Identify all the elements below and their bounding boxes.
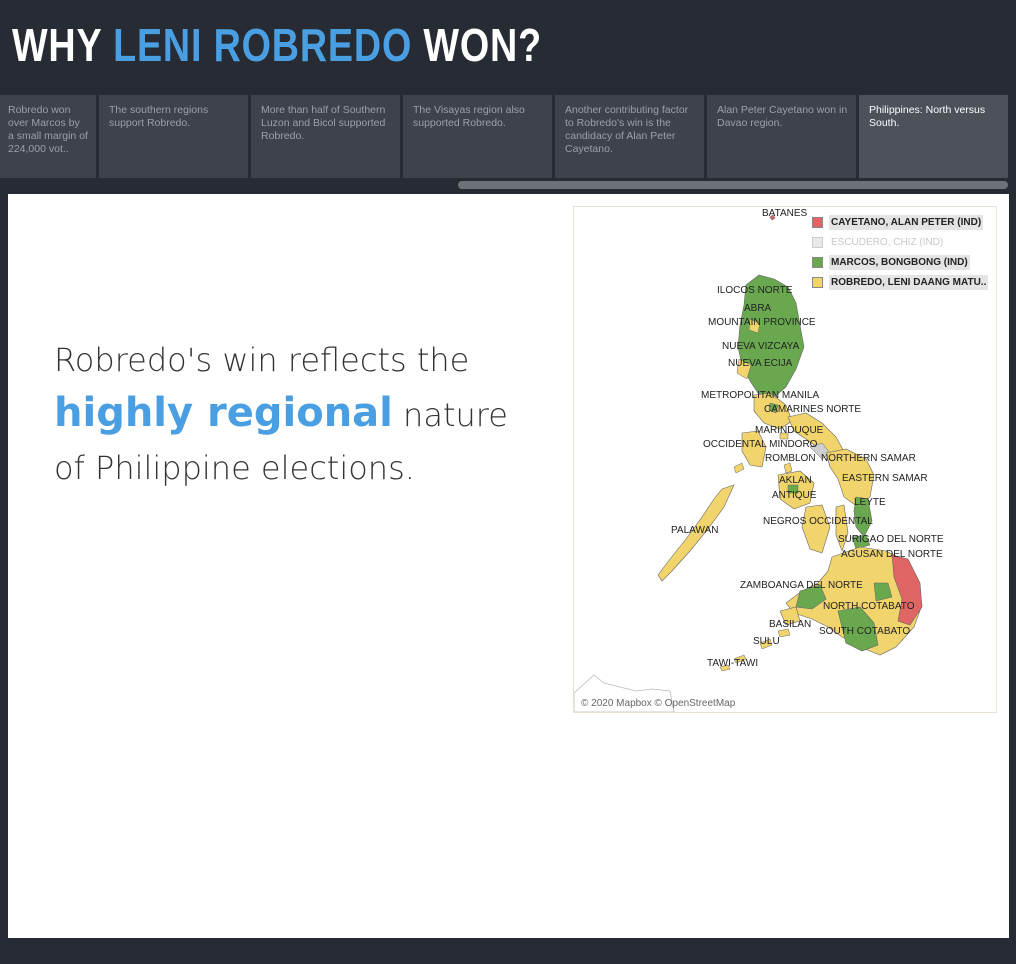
caption-line1: Robredo's win reflects the (54, 341, 470, 379)
label-northern-samar: NORTHERN SAMAR (821, 453, 916, 464)
legend-label-robredo: ROBREDO, LENI DAANG MATU.. (829, 275, 989, 290)
label-aklan: AKLAN (779, 475, 812, 486)
mindoro-shape[interactable] (741, 430, 767, 468)
label-occidental-mindoro: OCCIDENTAL MINDORO (703, 439, 818, 450)
batanes-shape[interactable] (769, 214, 776, 221)
zamboanga-sibugay-shape[interactable] (779, 606, 801, 626)
label-tawi-tawi: TAWI-TAWI (707, 658, 758, 669)
label-abra: ABRA (744, 303, 772, 314)
label-palawan: PALAWAN (671, 525, 718, 536)
label-nueva-vizcaya: NUEVA VIZCAYA (722, 341, 800, 352)
story-navigator: Robredo won over Marcos by a small margi… (0, 95, 1016, 179)
label-sulu: SULU (753, 636, 780, 647)
caption-line3: of Philippine elections. (54, 449, 415, 487)
label-romblon: ROMBLON (765, 453, 816, 464)
legend-label-cayetano: CAYETANO, ALAN PETER (IND) (829, 215, 984, 230)
story-point-3[interactable]: More than half of Southern Luzon and Bic… (251, 95, 400, 178)
story-point-4[interactable]: The Visayas region also supported Robred… (403, 95, 552, 178)
legend-swatch-robredo (812, 277, 823, 288)
metro-manila-shape[interactable] (768, 402, 779, 414)
story-point-2[interactable]: The southern regions support Robredo. (99, 95, 248, 178)
north-luzon-shape[interactable] (737, 274, 805, 400)
label-marinduque: MARINDUQUE (755, 425, 824, 436)
story-point-1[interactable]: Robredo won over Marcos by a small margi… (0, 95, 96, 178)
tawi-tawi-shape[interactable] (719, 654, 747, 672)
label-antique: ANTIQUE (772, 490, 817, 501)
cuyo-shape[interactable] (733, 462, 745, 474)
title-highlight: LENI ROBREDO (113, 19, 413, 71)
label-north-cotabato: NORTH COTABATO (823, 601, 915, 612)
map-canvas[interactable]: BATANES ILOCOS NORTE ABRA MOUNTAIN PROVI… (574, 207, 996, 712)
label-metro-manila: METROPOLITAN MANILA (701, 390, 819, 401)
negros-shape[interactable] (801, 504, 831, 554)
cebu-shape[interactable] (835, 504, 849, 552)
label-batanes: BATANES (762, 208, 808, 219)
zamboanga-shape[interactable] (795, 584, 827, 610)
map-attribution[interactable]: © 2020 Mapbox © OpenStreetMap (581, 698, 736, 709)
label-zamboanga-del-norte: ZAMBOANGA DEL NORTE (740, 580, 863, 591)
legend-swatch-escudero (812, 237, 823, 248)
label-negros-occidental: NEGROS OCCIDENTAL (763, 516, 873, 527)
romblon-shape[interactable] (783, 462, 793, 474)
page-title: WHY LENI ROBREDO WON? (12, 14, 542, 76)
palawan-shape[interactable] (657, 484, 735, 582)
label-surigao-del-norte: SURIGAO DEL NORTE (838, 534, 944, 545)
bukidnon-shape[interactable] (873, 582, 893, 602)
bohol-shape[interactable] (851, 534, 871, 550)
label-basilan: BASILAN (769, 619, 811, 630)
story-point-6[interactable]: Alan Peter Cayetano won in Davao region. (707, 95, 856, 178)
south-cotabato-shape[interactable] (837, 606, 879, 652)
label-mountain-province: MOUNTAIN PROVINCE (708, 317, 816, 328)
caption-line2: nature (392, 396, 508, 434)
marinduque-shape[interactable] (779, 432, 789, 440)
label-leyte: LEYTE (854, 497, 886, 508)
abra-shape[interactable] (748, 318, 761, 334)
caption-text: Robredo's win reflects the highly region… (54, 334, 524, 495)
title-prefix: WHY (12, 19, 114, 71)
aklan-shape[interactable] (787, 484, 799, 494)
story-scrollbar[interactable] (458, 181, 1008, 189)
story-point-5[interactable]: Another contributing factor to Robredo's… (555, 95, 704, 178)
label-ilocos-norte: ILOCOS NORTE (717, 285, 793, 296)
legend-label-escudero: ESCUDERO, CHIZ (IND) (831, 237, 944, 248)
legend-swatch-marcos (812, 257, 823, 268)
story-point-7[interactable]: Philippines: North versus South. (859, 95, 1008, 178)
nueva-ecija-shape[interactable] (736, 358, 752, 380)
legend-label-marcos: MARCOS, BONGBONG (IND) (829, 255, 970, 270)
label-camarines-norte: CAMARINES NORTE (764, 404, 861, 415)
caption-highlight: highly regional (54, 390, 393, 436)
basilan-shape[interactable] (777, 628, 791, 638)
label-south-cotabato: SOUTH COTABATO (819, 626, 910, 637)
label-agusan-del-norte: AGUSAN DEL NORTE (841, 549, 943, 560)
dashboard-panel: Robredo's win reflects the highly region… (8, 194, 1009, 938)
legend-swatch-cayetano (812, 217, 823, 228)
borneo-shape (574, 674, 675, 712)
label-eastern-samar: EASTERN SAMAR (842, 473, 928, 484)
label-nueva-ecija: NUEVA ECIJA (728, 358, 793, 369)
sulu-shape[interactable] (759, 638, 773, 650)
davao-shape[interactable] (891, 554, 923, 626)
philippines-map[interactable]: BATANES ILOCOS NORTE ABRA MOUNTAIN PROVI… (573, 206, 997, 713)
title-suffix: WON? (412, 19, 542, 71)
